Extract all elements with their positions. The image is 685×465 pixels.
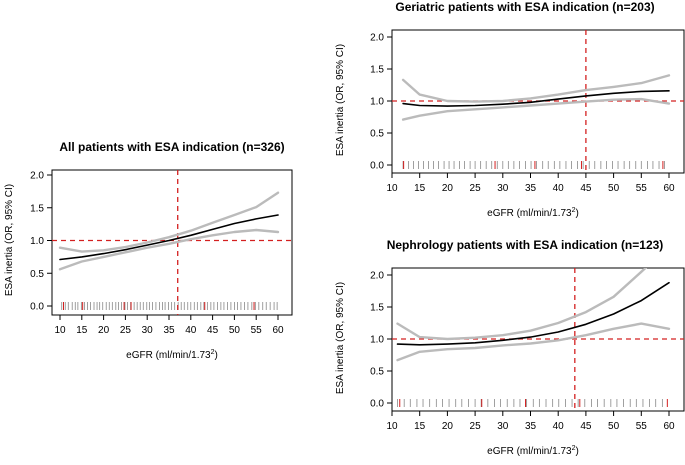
- x-tick-label: 55: [636, 183, 648, 194]
- x-tick-label: 45: [207, 325, 219, 336]
- x-tick-label: 60: [663, 183, 675, 194]
- x-tick-label: 10: [54, 325, 66, 336]
- y-tick-label: 2.0: [370, 33, 384, 44]
- x-tick-label: 25: [470, 183, 482, 194]
- x-tick-label: 50: [608, 421, 620, 432]
- y-tick-label: 1.0: [370, 335, 384, 346]
- x-tick-label: 15: [76, 325, 88, 336]
- series-line-upper-ci: [401, 74, 671, 103]
- plot-area: [52, 170, 292, 315]
- y-tick-label: 0.0: [370, 399, 384, 410]
- series-line-upper-ci: [396, 268, 648, 341]
- x-tick-label: 35: [525, 183, 537, 194]
- chart-panel-geriatric: Geriatric patients with ESA indication (…: [335, 0, 685, 219]
- chart-panel-nephrology: Nephrology patients with ESA indication …: [335, 238, 685, 457]
- y-tick-label: 1.5: [370, 65, 384, 76]
- x-tick-label: 25: [470, 421, 482, 432]
- x-tick-label: 45: [580, 421, 592, 432]
- x-tick-label: 30: [497, 421, 509, 432]
- x-tick-label: 20: [442, 183, 454, 194]
- y-tick-label: 0.5: [30, 269, 44, 280]
- x-tick-label: 10: [386, 421, 398, 432]
- x-tick-label: 55: [636, 421, 648, 432]
- x-tick-label: 30: [497, 183, 509, 194]
- series-line-lower-ci: [401, 97, 671, 121]
- x-tick-label: 30: [142, 325, 154, 336]
- x-tick-label: 20: [442, 421, 454, 432]
- y-tick-label: 2.0: [370, 271, 384, 282]
- x-tick-label: 45: [580, 183, 592, 194]
- x-tick-label: 50: [229, 325, 241, 336]
- chart-title: All patients with ESA indication (n=326): [59, 140, 284, 154]
- y-tick-label: 1.5: [370, 303, 384, 314]
- y-tick-label: 0.0: [30, 302, 44, 313]
- series-line-lower-ci: [396, 322, 671, 362]
- plot-frame: [51, 169, 293, 316]
- x-tick-label: 15: [414, 183, 426, 194]
- x-tick-label: 40: [185, 325, 197, 336]
- y-tick-label: 0.5: [370, 129, 384, 140]
- series-line-estimate: [59, 214, 279, 261]
- chart-title: Nephrology patients with ESA indication …: [387, 238, 664, 252]
- axes: 0.0 0.5 1.0 1.5 2.0 10 15 20 25 30 35 40 45 50 55 60: [370, 33, 675, 195]
- plot-area: [392, 30, 684, 173]
- x-tick-label: 40: [553, 183, 565, 194]
- x-tick-label: 40: [553, 421, 565, 432]
- x-tick-label: 35: [163, 325, 175, 336]
- y-tick-label: 1.0: [370, 97, 384, 108]
- x-axis-label: eGFR (ml/min/1.732): [487, 445, 579, 457]
- y-axis-label: ESA inertia (OR, 95% CI): [4, 184, 15, 296]
- y-tick-label: 2.0: [30, 171, 44, 182]
- x-axis-label: eGFR (ml/min/1.732): [126, 349, 218, 361]
- x-tick-label: 60: [663, 421, 675, 432]
- series-line-lower-ci: [58, 228, 280, 271]
- y-tick-label: 1.0: [30, 236, 44, 247]
- chart-title: Geriatric patients with ESA indication (…: [395, 0, 654, 14]
- x-tick-label: 15: [414, 421, 426, 432]
- axes: 0.0 0.5 1.0 1.5 2.0 10 15 20 25 30 35 40 45 50 55 60: [370, 271, 675, 433]
- series-line-upper-ci: [58, 191, 280, 253]
- x-tick-label: 55: [251, 325, 263, 336]
- x-tick-label: 50: [608, 183, 620, 194]
- x-axis-label: eGFR (ml/min/1.732): [487, 207, 579, 219]
- x-tick-label: 20: [98, 325, 110, 336]
- y-tick-label: 1.5: [30, 203, 44, 214]
- y-tick-label: 0.0: [370, 161, 384, 172]
- series-line-estimate: [396, 281, 670, 346]
- chart-panel-all-patients: All patients with ESA indication (n=326)…: [4, 140, 293, 361]
- plot-area: [392, 268, 684, 411]
- series-line-estimate: [402, 90, 670, 107]
- x-tick-label: 35: [525, 421, 537, 432]
- x-tick-label: 25: [120, 325, 132, 336]
- x-tick-label: 60: [272, 325, 284, 336]
- y-axis-label: ESA inertia (OR, 95% CI): [335, 282, 346, 394]
- x-tick-label: 10: [386, 183, 398, 194]
- axes: 0.0 0.5 1.0 1.5 2.0 10 15 20 25 30 35 40 45 50 55 60: [30, 171, 284, 337]
- y-axis-label: ESA inertia (OR, 95% CI): [335, 44, 346, 156]
- y-tick-label: 0.5: [370, 367, 384, 378]
